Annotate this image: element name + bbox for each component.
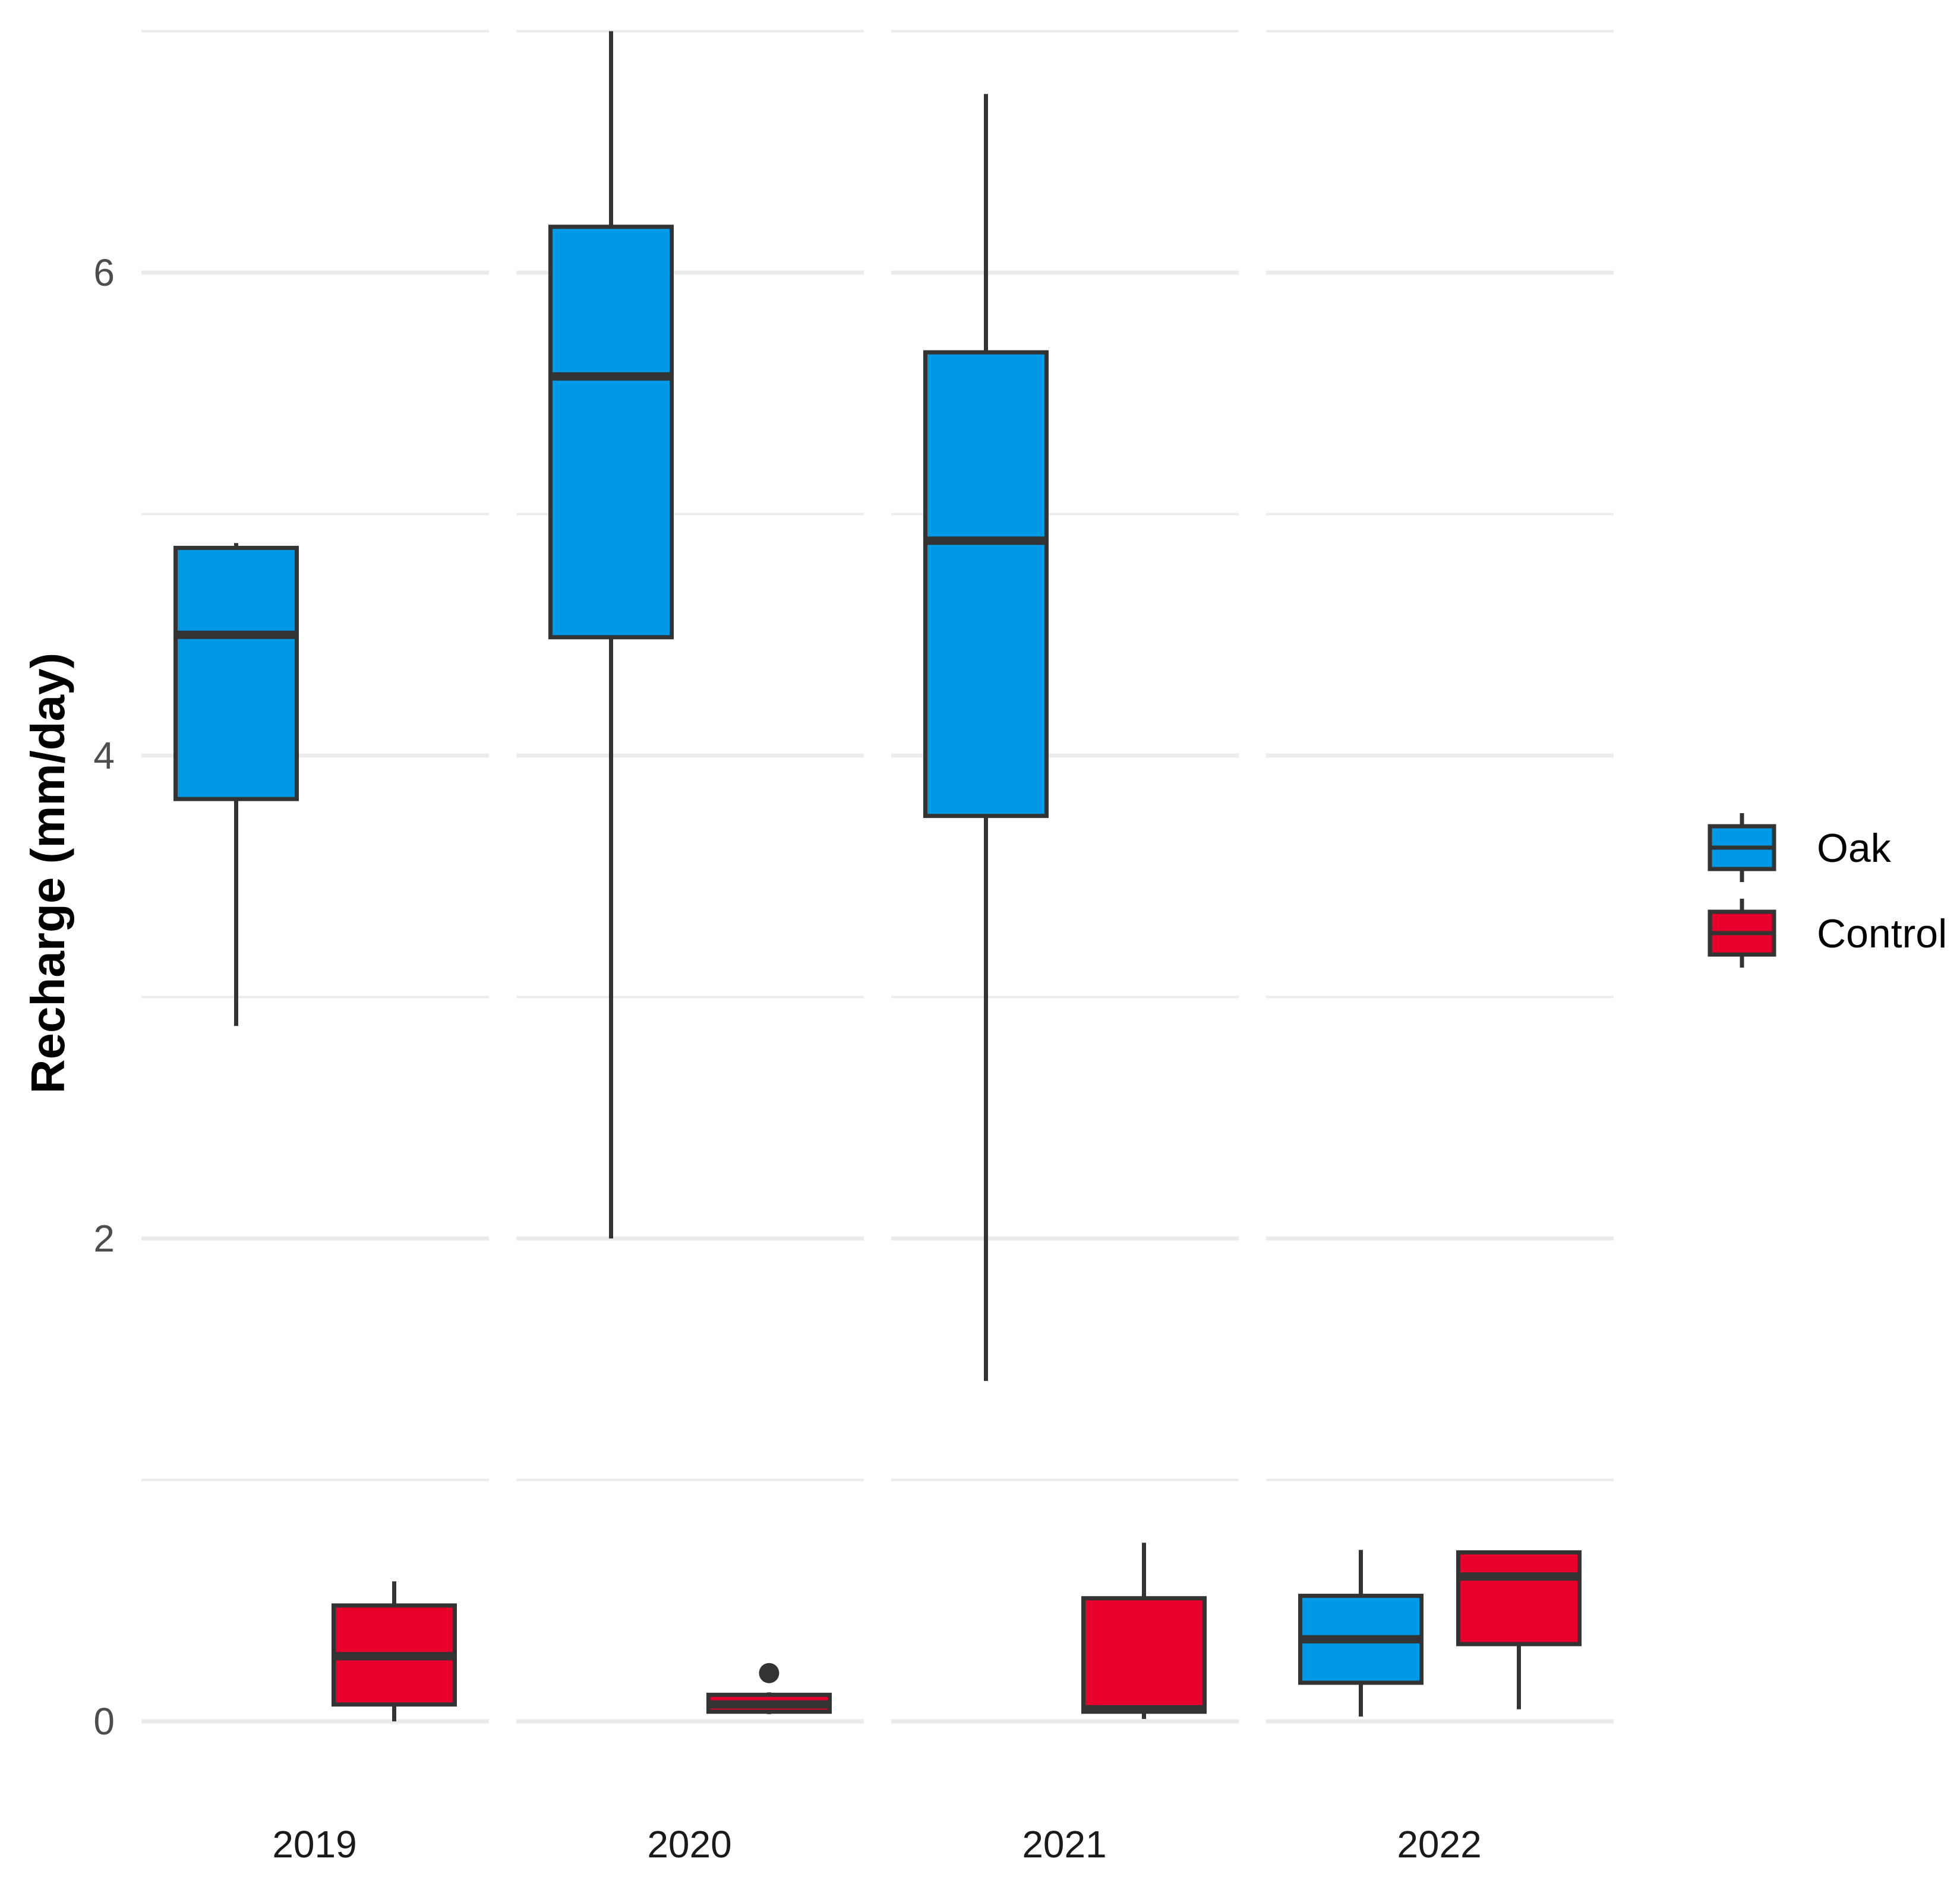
- box-control-2019: [332, 1581, 457, 1721]
- box-control-2020: [706, 1663, 832, 1714]
- outlier-point: [759, 1663, 779, 1683]
- box-layer: [173, 31, 1582, 1721]
- facet-label: 2022: [1397, 1823, 1481, 1866]
- box-body: [173, 545, 299, 801]
- facet-labels: 2019 2020 2021 2022: [272, 1823, 1481, 1866]
- box-oak-2022: [1298, 1550, 1424, 1717]
- box-control-2021: [1081, 1543, 1207, 1719]
- legend-label: Oak: [1817, 826, 1892, 871]
- y-tick-label: 2: [93, 1217, 115, 1260]
- box-body: [548, 225, 674, 640]
- legend-label: Control: [1817, 911, 1947, 956]
- box-oak-2021: [923, 94, 1049, 1381]
- y-axis-label: Recharge (mm/day): [21, 653, 74, 1094]
- box-control-2022: [1456, 1550, 1582, 1709]
- box-body: [1456, 1550, 1582, 1647]
- y-axis-ticks: 0 2 4 6: [93, 251, 115, 1743]
- legend-item-control: Control: [1707, 899, 1947, 968]
- y-tick-label: 4: [93, 734, 115, 777]
- facet-label: 2019: [272, 1823, 356, 1866]
- legend: Oak Control: [1707, 813, 1947, 968]
- box-body: [1081, 1596, 1207, 1714]
- box-oak-2019: [173, 543, 299, 1026]
- facet-label: 2020: [647, 1823, 731, 1866]
- y-tick-label: 0: [93, 1700, 115, 1743]
- box-oak-2020: [548, 31, 674, 1238]
- facet-label: 2021: [1022, 1823, 1106, 1866]
- y-tick-label: 6: [93, 251, 115, 294]
- grid-layer: [141, 30, 1614, 1724]
- legend-item-oak: Oak: [1707, 813, 1892, 882]
- box-body: [923, 350, 1049, 819]
